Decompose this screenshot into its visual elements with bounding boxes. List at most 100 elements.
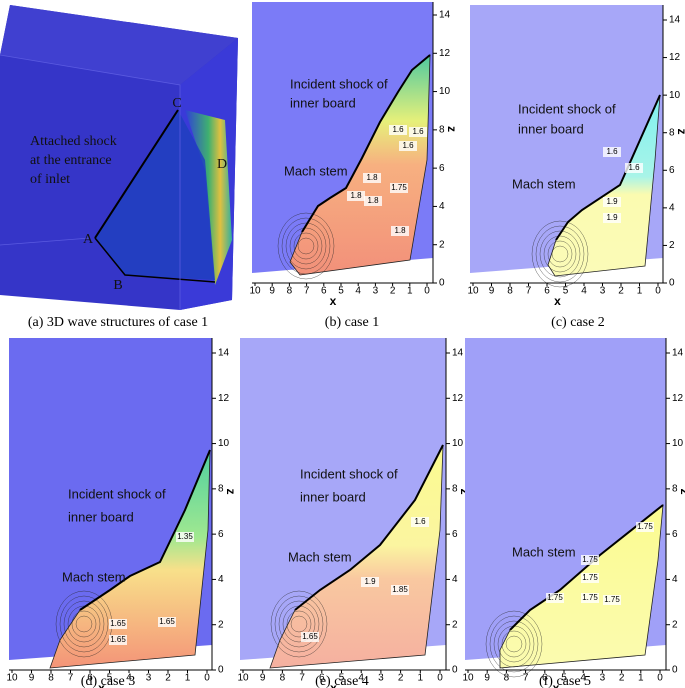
contour-line xyxy=(505,635,523,653)
contour-label: 1.9 xyxy=(606,213,618,222)
contour-label-bg xyxy=(363,173,381,183)
x-tick-label: 4 xyxy=(580,673,586,684)
caption: (f) case 5 xyxy=(539,674,591,688)
x-tick-label: 4 xyxy=(581,286,587,297)
x-tick-label: 1 xyxy=(418,673,424,684)
contour-line xyxy=(535,225,585,283)
panel-a-3d xyxy=(0,5,238,310)
contour-label: 1.6 xyxy=(606,147,618,156)
z-axis-label: z xyxy=(445,126,459,132)
contour-line xyxy=(547,240,573,268)
contour-label: 1.75 xyxy=(582,593,598,602)
x-tick-label: 5 xyxy=(338,286,344,297)
contour-label: 1.8 xyxy=(366,173,378,182)
shock-line xyxy=(294,444,444,611)
contour-label-bg xyxy=(636,522,654,532)
x-tick-label: 7 xyxy=(304,286,310,297)
z-tick-label: 6 xyxy=(218,529,224,540)
x-tick-label: 2 xyxy=(618,286,624,297)
z-tick-label: 2 xyxy=(672,619,678,630)
z-tick-label: 14 xyxy=(218,348,230,359)
x-tick-label: 3 xyxy=(378,673,384,684)
point-label: D xyxy=(217,157,227,172)
x-tick-label: 8 xyxy=(48,673,54,684)
z-tick-label: 4 xyxy=(439,201,445,212)
contour-line xyxy=(67,605,101,643)
contour-label-bg xyxy=(390,183,408,193)
caption: (e) case 4 xyxy=(315,674,369,688)
contour-label: 1.6 xyxy=(412,127,424,136)
z-tick-label: 0 xyxy=(669,278,675,289)
mach-stem-annotation: Mach stem xyxy=(512,176,576,191)
z-tick-label: 8 xyxy=(672,483,678,494)
x-tick-label: 4 xyxy=(358,673,364,684)
mach-stem-annotation: Mach stem xyxy=(512,544,576,559)
contour-label-bg xyxy=(411,517,429,527)
panels: (a) 3D wave structures of case 1 Attached… xyxy=(6,2,685,688)
contour-line xyxy=(493,620,535,668)
contour-line xyxy=(531,220,589,288)
x-tick-label: 1 xyxy=(637,286,643,297)
box-edge xyxy=(0,54,181,310)
z-tick-label: 10 xyxy=(439,86,451,97)
x-tick-label: 7 xyxy=(523,673,529,684)
shock-line xyxy=(79,449,211,611)
contour-line xyxy=(289,227,323,265)
contour-label: 1.75 xyxy=(391,183,407,192)
x-tick-label: 9 xyxy=(29,673,35,684)
x-tick-label: 4 xyxy=(126,673,132,684)
point-label: C xyxy=(172,96,181,111)
shock-annotation: inner board xyxy=(300,489,366,504)
mach-stem-annotation: Mach stem xyxy=(62,569,126,584)
contour-label: 1.9 xyxy=(606,197,618,206)
x-tick-label: 7 xyxy=(526,286,532,297)
contour-label: 1.65 xyxy=(110,635,126,644)
caption: (d) case 3 xyxy=(81,674,135,688)
shock-line xyxy=(555,94,661,241)
contour-label-bg xyxy=(625,163,643,173)
z-tick-label: 12 xyxy=(452,393,464,404)
contour-label: 1.8 xyxy=(394,226,406,235)
contour-label-bg xyxy=(347,191,365,201)
contour-label-bg xyxy=(301,632,319,642)
shock-edge xyxy=(94,237,216,283)
contour-line xyxy=(277,212,335,280)
x-axis-label: x xyxy=(330,681,337,688)
contour-label: 1.6 xyxy=(414,517,426,526)
x-tick-label: 10 xyxy=(462,673,474,684)
box-top xyxy=(0,5,238,85)
x-tick-label: 4 xyxy=(355,286,361,297)
contour-label-bg xyxy=(364,196,382,206)
contour-label: 1.65 xyxy=(110,619,126,628)
contour-label-bg xyxy=(546,593,564,603)
z-tick-label: 10 xyxy=(452,438,464,449)
contour-label: 1.75 xyxy=(582,555,598,564)
contour-label-bg xyxy=(389,125,407,135)
x-tick-label: 10 xyxy=(6,673,18,684)
x-tick-label: 5 xyxy=(107,673,113,684)
z-tick-label: 4 xyxy=(452,574,458,585)
x-tick-label: 7 xyxy=(68,673,74,684)
annotation: at the entrance xyxy=(30,153,112,168)
contour-line xyxy=(71,610,97,638)
contour-label-bg xyxy=(158,617,176,627)
x-axis-label: x xyxy=(554,294,561,308)
x-tick-label: 9 xyxy=(489,286,495,297)
box-edge xyxy=(0,237,91,246)
x-tick-label: 5 xyxy=(563,286,569,297)
x-tick-label: 1 xyxy=(407,286,413,297)
z-tick-label: 14 xyxy=(452,348,464,359)
x-tick-label: 0 xyxy=(657,673,663,684)
contour-line xyxy=(270,590,328,658)
contour-label-bg xyxy=(391,585,409,595)
x-tick-label: 1 xyxy=(638,673,644,684)
z-tick-label: 2 xyxy=(218,619,224,630)
z-tick-label: 10 xyxy=(672,438,684,449)
x-tick-label: 8 xyxy=(287,286,293,297)
shock-line xyxy=(301,54,431,233)
contour-label: 1.75 xyxy=(637,522,653,531)
